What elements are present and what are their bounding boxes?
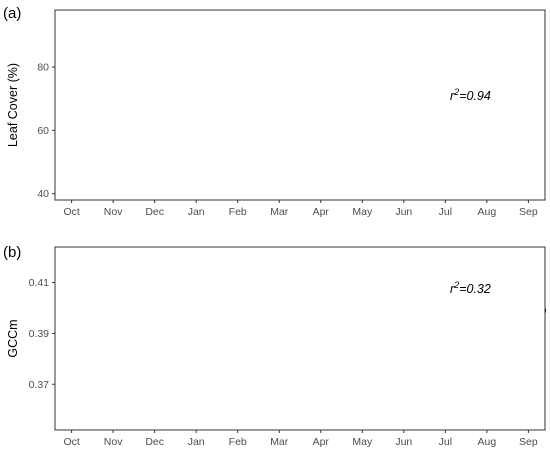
x-tick-label: Jul [439, 206, 452, 218]
y-tick-label: 60 [37, 125, 49, 137]
y-tick-label: 0.41 [29, 277, 50, 289]
y-axis: 40 60 80 [37, 62, 55, 200]
x-tick-label: Dec [145, 206, 164, 218]
r-squared-annotation: r2=0.94 [450, 87, 491, 103]
panel-a: OctNovDecJanFebMarAprMayJunJulAugSepOct4… [3, 5, 550, 218]
x-tick-label: Jun [395, 206, 412, 218]
x-tick-label: Mar [270, 206, 289, 218]
y-tick-label: 40 [37, 188, 49, 200]
panel-label: (b) [3, 244, 21, 261]
x-tick-label: Apr [313, 436, 330, 448]
x-tick-label: Feb [229, 436, 247, 448]
x-axis: OctNovDecJanFebMarAprMayJunJulAugSepOct [63, 200, 538, 218]
x-tick-label: Oct [63, 206, 79, 218]
x-tick-label: Dec [145, 436, 164, 448]
y-tick-label: 0.39 [29, 328, 50, 340]
panel-label: (a) [3, 5, 21, 22]
y-axis: 0.37 0.39 0.41 [29, 277, 55, 391]
y-axis-title: Leaf Cover (%) [6, 63, 20, 147]
r-squared-annotation: r2=0.32 [450, 280, 491, 296]
x-tick-label: May [352, 436, 373, 448]
x-tick-label: Nov [104, 206, 123, 218]
x-tick-label: Apr [313, 206, 330, 218]
x-axis: OctNovDecJanFebMarAprMayJunJulAugSepOct [63, 430, 538, 448]
x-tick-label: May [352, 206, 373, 218]
x-tick-label: Aug [478, 206, 497, 218]
x-tick-label: Jan [188, 206, 205, 218]
x-tick-label: Jun [395, 436, 412, 448]
panel-frame [54, 9, 546, 201]
x-tick-label: Mar [270, 436, 289, 448]
y-axis-title: GCCm [6, 319, 20, 357]
y-tick-label: 80 [37, 62, 49, 74]
panel-b: OctNovDecJanFebMarAprMayJunJulAugSepOct0… [3, 244, 550, 448]
x-tick-label: Sep [519, 436, 538, 448]
panel-frame [54, 246, 546, 431]
x-tick-label: Sep [519, 206, 538, 218]
x-tick-label: Jan [188, 436, 205, 448]
x-tick-label: Feb [229, 206, 247, 218]
x-tick-label: Jul [439, 436, 452, 448]
x-tick-label: Aug [478, 436, 497, 448]
x-tick-label: Oct [63, 436, 79, 448]
x-tick-label: Nov [104, 436, 123, 448]
y-tick-label: 0.37 [29, 379, 50, 391]
